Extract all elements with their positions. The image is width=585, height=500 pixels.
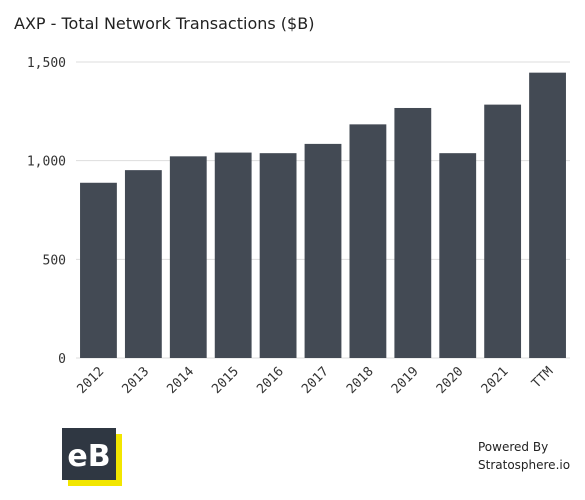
logo-background (62, 428, 116, 480)
eb-logo: eB (62, 428, 122, 486)
powered-by-brand: Stratosphere.io (478, 458, 571, 472)
bar (259, 153, 297, 358)
x-tick-label: 2020 (434, 364, 467, 397)
bar (124, 170, 162, 358)
bar (529, 72, 566, 358)
powered-by: Powered By Stratosphere.io (478, 438, 570, 474)
x-tick-label: 2021 (479, 364, 512, 397)
powered-by-label: Powered By (478, 440, 549, 454)
bar (214, 152, 252, 358)
x-tick-label: 2014 (164, 364, 197, 397)
logo-text: eB (67, 439, 110, 474)
bar (80, 182, 117, 358)
x-tick-label: TTM (529, 364, 556, 391)
chart-title: AXP - Total Network Transactions ($B) (14, 14, 315, 33)
bar (484, 104, 522, 359)
y-tick-label: 1,000 (27, 155, 66, 170)
x-tick-label: 2019 (389, 364, 422, 397)
bar (169, 156, 207, 358)
x-tick-label: 2016 (254, 364, 287, 397)
bar (394, 107, 432, 358)
x-tick-label: 2017 (299, 364, 332, 397)
x-tick-label: 2012 (75, 364, 108, 397)
bar (349, 124, 387, 358)
x-tick-label: 2013 (119, 364, 152, 397)
bar (304, 143, 342, 358)
y-tick-label: 500 (43, 253, 66, 268)
y-tick-label: 1,500 (27, 56, 66, 71)
bar (439, 153, 477, 358)
x-tick-label: 2018 (344, 364, 377, 397)
x-tick-label: 2015 (209, 364, 242, 397)
y-tick-label: 0 (58, 352, 66, 367)
